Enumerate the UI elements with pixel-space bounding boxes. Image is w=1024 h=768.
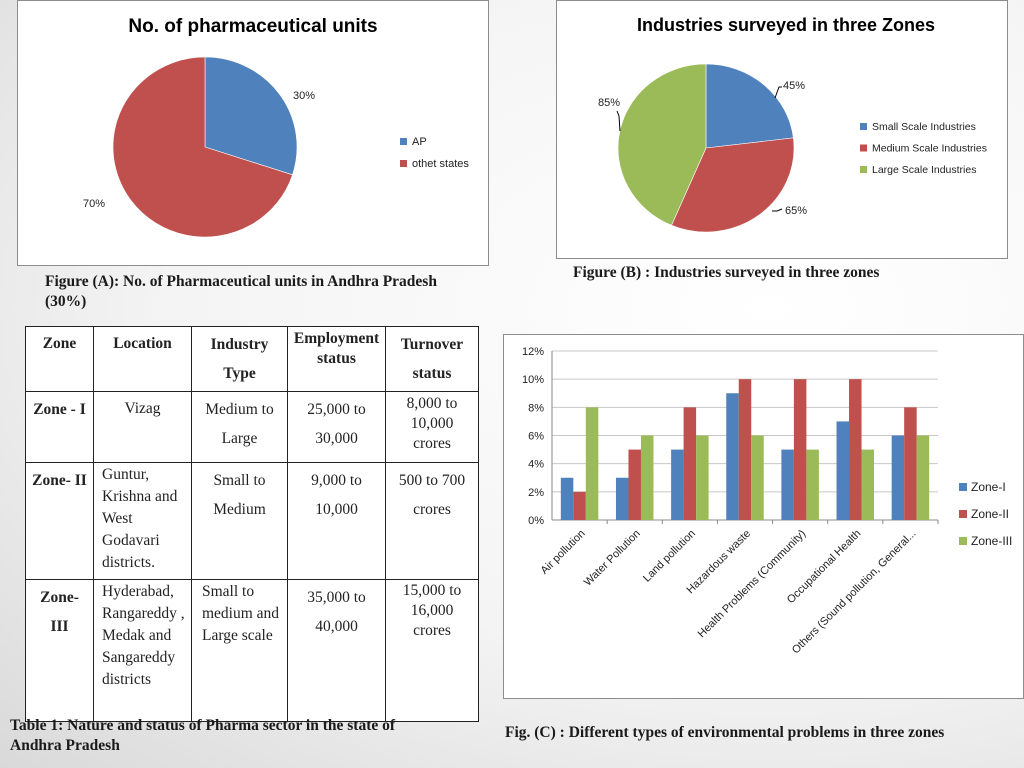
cell-zone: Zone - I xyxy=(25,391,94,463)
legend-item: Medium Scale Industries xyxy=(872,143,987,155)
header-zone: Zone xyxy=(25,326,94,392)
cell-employment: 25,000 to 30,000 xyxy=(287,391,386,463)
pie-slice-large-scale-industries xyxy=(617,63,707,226)
bar-zone-i xyxy=(671,449,684,520)
pie-slice-ap xyxy=(204,56,298,176)
data-label-leader xyxy=(774,86,782,99)
bar-zone-iii xyxy=(861,449,875,520)
figure-c-caption: Fig. (C) : Different types of environmen… xyxy=(505,724,945,741)
y-tick-label: 6% xyxy=(528,431,544,443)
cell-zone: Zone- II xyxy=(25,462,94,580)
pie-slice-medium-scale-industries xyxy=(671,137,795,233)
data-label: 85% xyxy=(598,97,620,109)
legend-item: AP xyxy=(412,136,427,148)
pie-chart-pharma-units: No. of pharmaceutical units 30% 70% AP othet… xyxy=(17,0,489,266)
chart-title: Industries surveyed in three Zones xyxy=(637,15,935,35)
cell-turnover: 500 to 700 crores xyxy=(385,462,479,580)
bar-zone-i xyxy=(560,477,574,520)
cell-industry-type: Small to Medium xyxy=(191,462,288,580)
bar-chart-environmental-problems: 0% 2% 4% 6% 8% 10% 12% Air pollution Water Pollu… xyxy=(503,334,1024,699)
data-label: 65% xyxy=(785,205,807,217)
bar-zone-ii xyxy=(904,407,917,520)
x-tick-label: Water Pollution xyxy=(582,528,643,589)
y-tick-label: 12% xyxy=(522,346,544,358)
legend-swatch xyxy=(959,483,967,491)
legend-item: Small Scale Industries xyxy=(872,121,976,133)
pharma-sector-table: Zone Location Industry Type Employment s… xyxy=(25,326,479,722)
data-label: 70% xyxy=(83,198,105,210)
cell-employment: 35,000 to 40,000 xyxy=(287,579,386,722)
table-header-row: Zone Location Industry Type Employment s… xyxy=(25,326,479,392)
data-label: 30% xyxy=(293,90,315,102)
header-turnover: Turnover status xyxy=(385,326,479,392)
legend-item: Zone-I xyxy=(971,480,1006,494)
bar-zone-i xyxy=(836,421,850,520)
cell-industry-type: Small to medium and Large scale xyxy=(191,579,288,722)
legend-item: othet states xyxy=(412,158,469,170)
header-industry-type: Industry Type xyxy=(191,326,288,392)
figure-b-caption: Figure (B) : Industries surveyed in thre… xyxy=(573,264,880,281)
bar-zone-iii xyxy=(751,435,764,520)
pie-slice-othet-states xyxy=(112,56,293,238)
header-location: Location xyxy=(93,326,192,392)
cell-employment: 9,000 to 10,000 xyxy=(287,462,386,580)
header-employment-text: Employment status xyxy=(293,330,380,367)
bar-zone-ii xyxy=(683,407,697,520)
table-row: Zone - I Vizag Medium to Large 25,000 to… xyxy=(25,391,479,463)
y-tick-label: 10% xyxy=(522,374,544,386)
pie-chart-industries-zones: Industries surveyed in three Zones 45% 65%… xyxy=(556,0,1008,259)
table-row: Zone- II Guntur, Krishna and West Godava… xyxy=(25,462,479,580)
y-tick-label: 8% xyxy=(528,402,544,414)
bar-zone-iii xyxy=(916,435,930,520)
cell-zone: Zone- III xyxy=(25,579,94,722)
y-tick-label: 0% xyxy=(528,515,544,527)
chart-title: No. of pharmaceutical units xyxy=(128,16,377,37)
bar-zone-i xyxy=(615,477,629,520)
bar-zone-iii xyxy=(696,435,709,520)
data-label-leader xyxy=(616,110,621,132)
cell-turnover: 15,000 to 16,000 crores xyxy=(385,579,479,722)
legend-swatch xyxy=(860,123,867,130)
bar-zone-i xyxy=(891,435,905,520)
legend-swatch xyxy=(860,144,867,152)
x-tick-label: Others (Sound pollution, General... xyxy=(790,528,919,657)
bar-zone-ii xyxy=(628,449,641,520)
data-label: 45% xyxy=(783,80,805,92)
y-tick-label: 4% xyxy=(528,459,544,471)
legend-item: Large Scale Industries xyxy=(872,164,976,176)
bar-zone-ii xyxy=(849,379,862,520)
cell-location: Guntur, Krishna and West Godavari distri… xyxy=(93,462,192,580)
x-tick-label: Air pollution xyxy=(539,528,588,577)
figure-a-caption: Figure (A): No. of Pharmaceutical units … xyxy=(45,273,437,310)
y-tick-label: 2% xyxy=(528,487,544,499)
bar-zone-ii xyxy=(793,379,807,520)
legend-swatch xyxy=(400,138,407,145)
legend-item: Zone-III xyxy=(971,534,1012,548)
legend-swatch xyxy=(400,160,407,167)
table-row: Zone- III Hyderabad, Rangareddy , Medak … xyxy=(25,579,479,722)
x-tick-label: Health Problems (Community) xyxy=(696,528,809,641)
header-employment: Employment status xyxy=(287,326,386,392)
cell-turnover: 8,000 to 10,000 crores xyxy=(385,391,479,463)
data-label-leader xyxy=(772,208,783,212)
legend-item: Zone-II xyxy=(971,507,1009,521)
bar-zone-ii xyxy=(573,491,586,520)
pie-slice-small-scale-industries xyxy=(705,63,794,149)
cell-industry-type: Medium to Large xyxy=(191,391,288,463)
cell-location: Vizag xyxy=(93,391,192,463)
legend-swatch xyxy=(959,510,967,518)
legend-swatch xyxy=(860,166,867,173)
bar-zone-iii xyxy=(585,407,599,520)
cell-location: Hyderabad, Rangareddy , Medak and Sangar… xyxy=(93,579,192,722)
table-caption: Table 1: Nature and status of Pharma sec… xyxy=(10,717,396,754)
x-tick-label: Land pollution xyxy=(641,528,698,585)
bar-zone-iii xyxy=(806,449,819,520)
bar-zone-i xyxy=(726,393,739,520)
bar-zone-iii xyxy=(640,435,654,520)
bar-zone-ii xyxy=(738,379,752,520)
bar-zone-i xyxy=(781,449,794,520)
legend-swatch xyxy=(959,537,967,545)
